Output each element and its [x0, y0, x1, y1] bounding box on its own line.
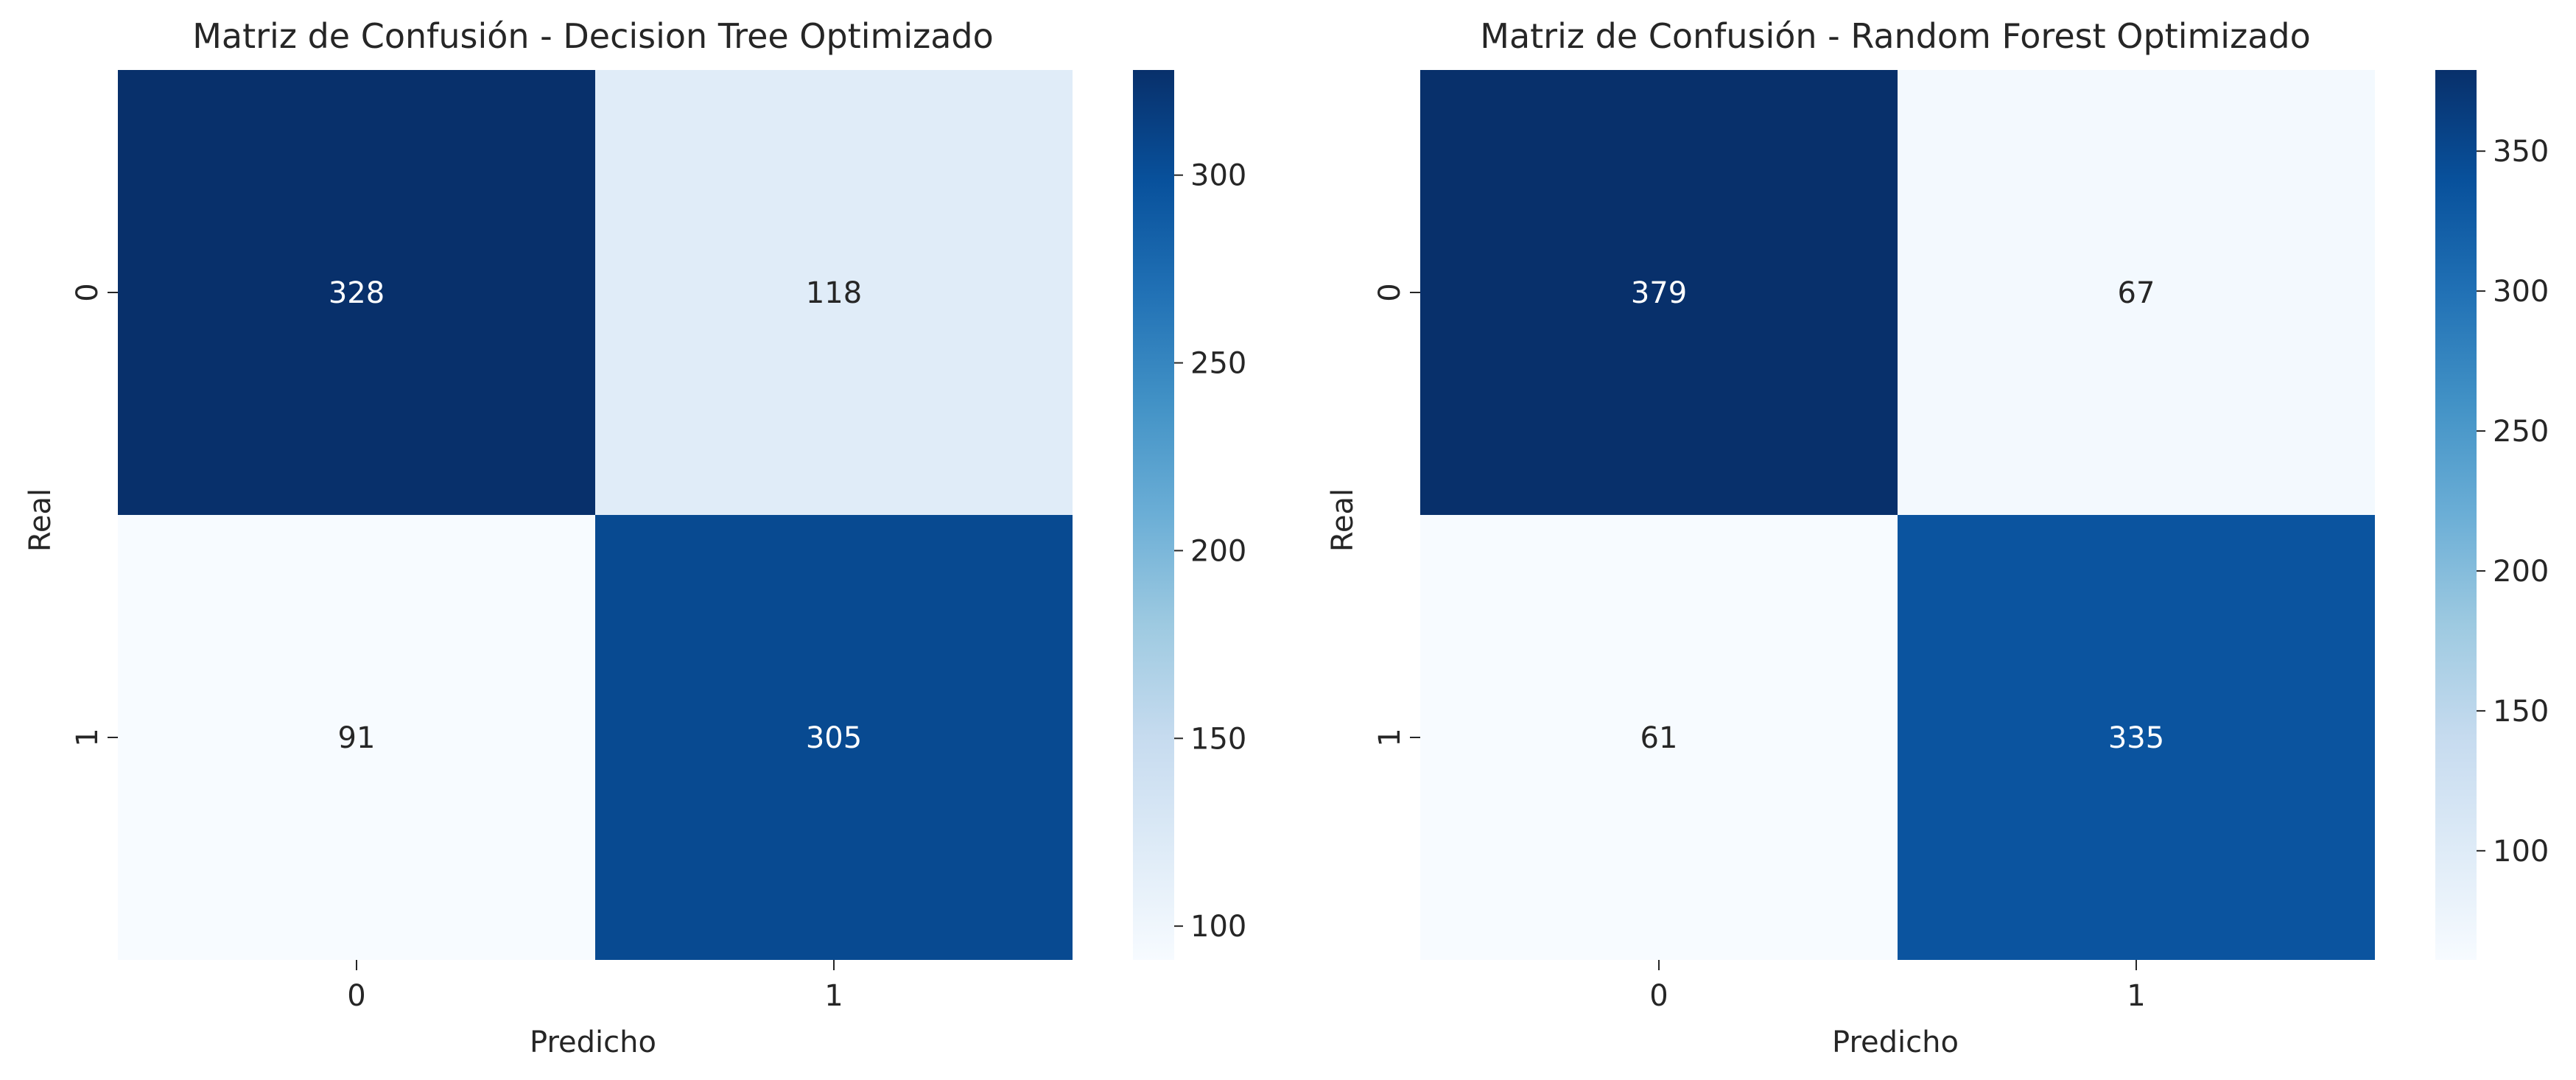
colorbar-tick-label: 150 [2493, 695, 2549, 729]
heatmap-panel-decision-tree: Matriz de Confusión - Decision Tree Opti… [24, 16, 1246, 1059]
heatmap-cell-0-0 [118, 70, 595, 515]
colorbar-tick-label: 100 [2493, 835, 2549, 869]
colorbar-tick-label: 200 [1190, 534, 1246, 568]
cell-value-label: 335 [2108, 721, 2164, 755]
colorbar-tick-label: 350 [2493, 135, 2549, 169]
heatmap-cells [1420, 70, 2375, 960]
heatmap-cell-1-0 [1420, 515, 1898, 960]
heatmap-panel-random-forest: Matriz de Confusión - Random Forest Opti… [1326, 16, 2549, 1059]
colorbar-ticks: 100 150 200 250 300 350 [2477, 135, 2549, 869]
colorbar-tick-label: 150 [1190, 722, 1246, 756]
cell-value-label: 67 [2118, 276, 2155, 310]
colorbar-tick-label: 100 [1190, 910, 1246, 944]
colorbar-tick-label: 300 [2493, 275, 2549, 309]
x-axis-label: Predicho [1832, 1025, 1959, 1059]
heatmap-cells [118, 70, 1073, 960]
cell-value-label: 91 [338, 721, 376, 755]
cell-value-label: 305 [806, 721, 862, 755]
colorbar [2435, 70, 2477, 960]
y-axis-label: Real [24, 488, 57, 552]
y-tick-label: 0 [71, 283, 105, 301]
cell-value-label: 328 [329, 276, 385, 310]
x-tick-label: 0 [1649, 979, 1668, 1013]
cell-value-label: 379 [1631, 276, 1687, 310]
heatmap-cell-1-0 [118, 515, 595, 960]
y-tick-label: 1 [71, 728, 105, 746]
y-ticks: 01 [71, 283, 118, 747]
chart-title: Matriz de Confusión - Decision Tree Opti… [192, 16, 994, 56]
colorbar-ticks: 100 150 200 250 300 [1174, 159, 1246, 944]
heatmap-cell-0-0 [1420, 70, 1898, 515]
cell-labels: 328 118 91 305 [329, 276, 862, 755]
x-axis-label: Predicho [530, 1025, 656, 1059]
y-axis-label: Real [1326, 488, 1360, 552]
y-tick-label: 1 [1373, 728, 1407, 746]
y-tick-label: 0 [1373, 283, 1407, 301]
heatmap-cell-1-1 [595, 515, 1073, 960]
colorbar-tick-label: 200 [2493, 555, 2549, 589]
heatmap-cell-0-1 [1898, 70, 2375, 515]
x-tick-label: 0 [347, 979, 365, 1013]
x-tick-label: 1 [824, 979, 843, 1013]
colorbar-tick-label: 300 [1190, 159, 1246, 193]
heatmap-cell-0-1 [595, 70, 1073, 515]
x-tick-label: 1 [2127, 979, 2145, 1013]
colorbar [1133, 70, 1174, 960]
y-ticks: 01 [1373, 283, 1420, 747]
cell-labels: 379 67 61 335 [1631, 276, 2164, 755]
colorbar-tick-label: 250 [2493, 415, 2549, 449]
cell-value-label: 61 [1640, 721, 1678, 755]
colorbar-tick-label: 250 [1190, 347, 1246, 381]
heatmap-cell-1-1 [1898, 515, 2375, 960]
cell-value-label: 118 [806, 276, 862, 310]
chart-title: Matriz de Confusión - Random Forest Opti… [1480, 16, 2311, 56]
